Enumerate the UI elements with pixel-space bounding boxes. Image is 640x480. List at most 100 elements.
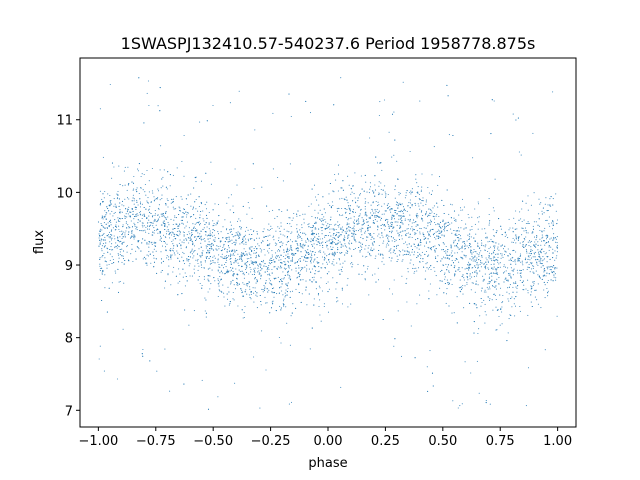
data-point — [340, 243, 342, 245]
data-point — [195, 259, 197, 261]
data-point — [389, 225, 391, 227]
data-point — [471, 272, 474, 274]
data-point — [538, 260, 540, 262]
data-point — [461, 287, 463, 289]
data-point — [254, 246, 257, 248]
data-point — [272, 168, 274, 170]
data-point — [186, 221, 188, 223]
data-point — [188, 260, 190, 262]
data-point — [527, 255, 529, 257]
data-point — [530, 250, 532, 252]
data-point — [255, 294, 257, 296]
data-point — [455, 220, 457, 222]
data-point — [131, 200, 133, 202]
data-point — [544, 203, 546, 205]
data-point — [291, 258, 293, 260]
data-point — [507, 280, 509, 282]
data-point — [368, 217, 370, 219]
data-point — [530, 240, 533, 242]
data-point — [364, 212, 366, 214]
data-point — [236, 220, 239, 222]
data-point — [427, 238, 429, 240]
data-point — [374, 175, 376, 177]
data-point — [335, 243, 337, 245]
data-point — [543, 212, 545, 214]
data-point — [495, 272, 497, 274]
data-point — [128, 215, 130, 217]
data-point — [309, 112, 312, 114]
data-point — [506, 291, 508, 293]
data-point — [260, 264, 262, 266]
data-point — [524, 245, 526, 247]
data-point — [189, 275, 191, 277]
data-point — [391, 293, 394, 295]
data-point — [224, 258, 226, 260]
data-point — [470, 252, 472, 254]
data-point — [268, 247, 270, 249]
data-point — [510, 314, 512, 317]
data-point — [434, 221, 436, 224]
data-point — [146, 200, 148, 202]
data-point — [533, 221, 535, 223]
data-point — [341, 187, 343, 189]
data-point — [274, 252, 277, 254]
data-point — [498, 315, 500, 318]
data-point — [433, 146, 435, 148]
data-point — [309, 260, 312, 262]
data-point — [301, 246, 303, 248]
data-point — [399, 192, 401, 194]
data-point — [353, 216, 355, 218]
data-point — [228, 236, 230, 238]
data-point — [209, 263, 211, 265]
data-point — [492, 207, 494, 209]
data-point — [141, 214, 143, 216]
data-point — [552, 204, 554, 206]
data-point — [441, 258, 443, 260]
data-point — [417, 238, 419, 240]
data-point — [477, 217, 479, 219]
data-point — [273, 235, 275, 237]
data-point — [183, 242, 185, 244]
data-point — [196, 253, 199, 255]
data-point — [177, 294, 179, 296]
data-point — [401, 260, 403, 262]
data-point — [381, 261, 383, 263]
data-point — [314, 227, 316, 229]
data-point — [465, 254, 467, 257]
data-point — [466, 264, 469, 266]
data-point — [133, 234, 135, 236]
data-point — [190, 215, 193, 218]
data-point — [449, 223, 451, 225]
data-point — [232, 267, 234, 269]
data-point — [229, 240, 231, 242]
data-point — [253, 187, 255, 190]
data-point — [380, 188, 382, 191]
data-point — [103, 370, 105, 372]
data-point — [113, 205, 115, 207]
data-point — [473, 276, 475, 278]
data-point — [509, 227, 511, 229]
data-point — [391, 156, 393, 158]
data-point — [251, 273, 253, 276]
data-point — [341, 289, 343, 291]
data-point — [471, 226, 473, 228]
data-point — [278, 336, 280, 339]
data-point — [497, 248, 499, 250]
data-point — [463, 279, 465, 281]
data-point — [471, 276, 473, 278]
data-point — [255, 251, 258, 253]
data-point — [331, 263, 333, 265]
data-point — [543, 240, 546, 242]
data-point — [375, 156, 377, 158]
data-point — [527, 314, 529, 316]
data-point — [361, 243, 363, 245]
data-point — [284, 261, 286, 263]
data-point — [532, 256, 534, 258]
data-point — [200, 261, 202, 263]
data-point — [121, 233, 124, 235]
data-point — [534, 289, 536, 291]
data-point — [119, 248, 121, 251]
data-point — [330, 243, 333, 245]
data-point — [462, 293, 464, 295]
data-point — [535, 221, 537, 223]
